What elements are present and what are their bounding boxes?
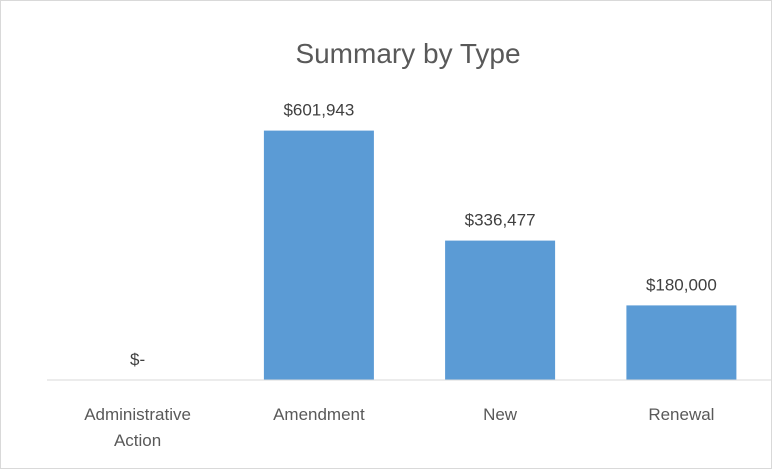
data-label-0: $-	[130, 350, 145, 369]
category-label-line: New	[483, 405, 518, 424]
category-label-line: Renewal	[648, 405, 714, 424]
bar-2	[445, 240, 556, 380]
category-labels-group: Administrative Action Amendment New Renewal	[84, 405, 714, 450]
data-label-3: $180,000	[646, 275, 717, 294]
category-label-line: Amendment	[273, 405, 365, 424]
data-labels-group: $- $601,943 $336,477 $180,000	[130, 101, 717, 369]
bar-3	[626, 305, 737, 380]
data-label-1: $601,943	[283, 101, 354, 120]
chart-title: Summary by Type	[295, 38, 520, 69]
category-label-line: Administrative	[84, 405, 191, 424]
category-label-3: Renewal	[648, 405, 714, 424]
category-label-1: Amendment	[273, 405, 365, 424]
category-label-line: Action	[114, 431, 161, 450]
bar-1	[263, 130, 374, 380]
data-label-2: $336,477	[465, 211, 536, 230]
category-label-0: Administrative Action	[84, 405, 191, 450]
bars-group	[263, 130, 737, 380]
category-label-2: New	[483, 405, 518, 424]
